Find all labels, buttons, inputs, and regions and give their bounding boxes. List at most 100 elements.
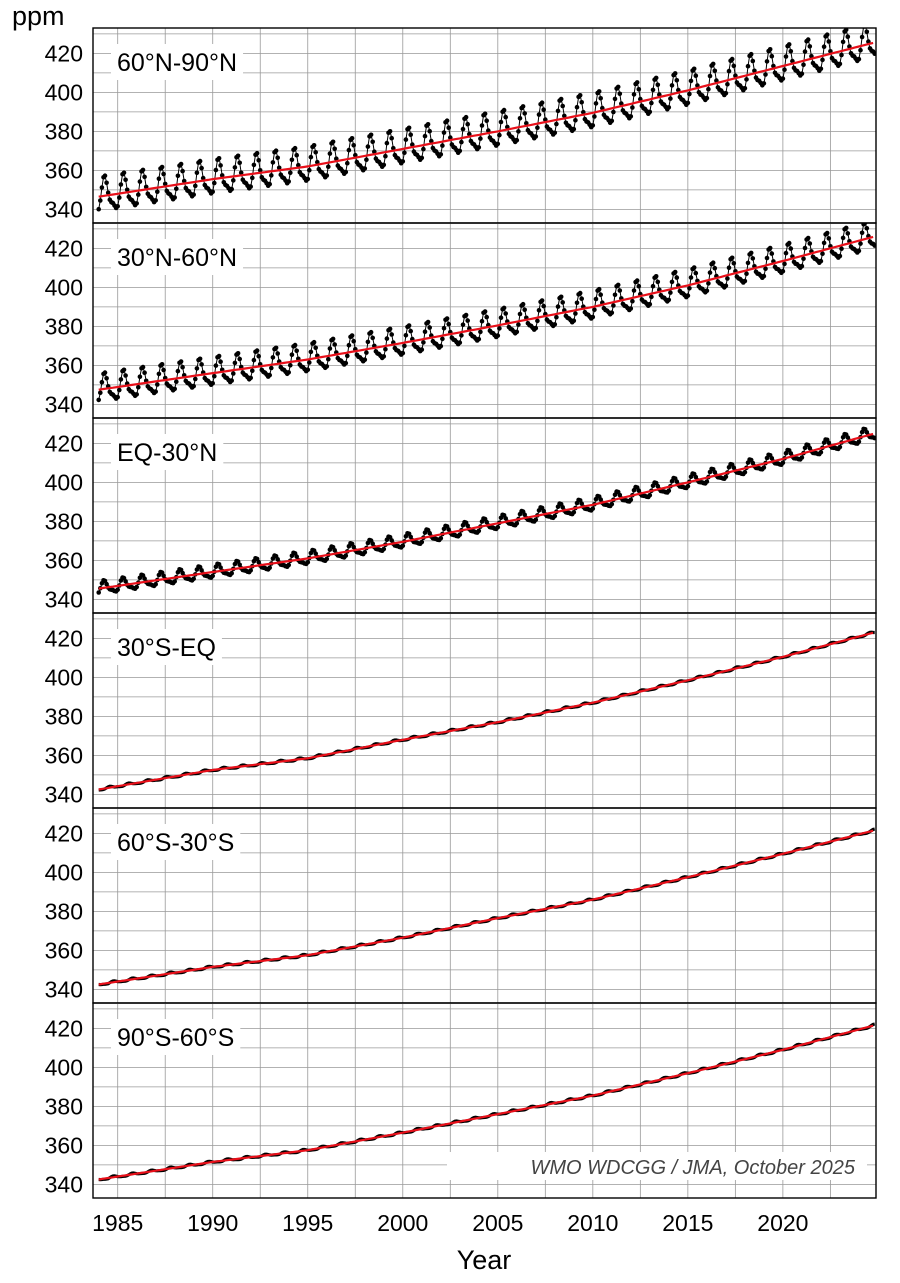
monthly-point bbox=[872, 435, 876, 441]
monthly-point bbox=[191, 576, 196, 581]
monthly-point bbox=[180, 168, 185, 174]
monthly-point bbox=[368, 132, 374, 138]
monthly-point bbox=[666, 297, 672, 303]
monthly-point bbox=[368, 329, 374, 335]
monthly-point bbox=[560, 300, 565, 305]
monthly-point bbox=[706, 281, 711, 286]
monthly-point bbox=[574, 300, 580, 306]
monthly-point bbox=[305, 176, 311, 182]
monthly-point bbox=[232, 360, 238, 366]
monthly-point bbox=[571, 318, 577, 324]
monthly-point bbox=[710, 61, 716, 67]
monthly-point bbox=[505, 124, 510, 130]
monthly-point bbox=[162, 181, 168, 187]
monthly-point bbox=[305, 367, 311, 373]
monthly-point bbox=[630, 105, 635, 110]
monthly-point bbox=[159, 362, 165, 367]
monthly-point bbox=[669, 279, 675, 285]
monthly-point bbox=[441, 325, 447, 331]
panel-4: 340 360 380 400 420 60°S-30°S bbox=[45, 807, 877, 1004]
monthly-point bbox=[403, 137, 409, 142]
monthly-point bbox=[286, 179, 292, 184]
monthly-point bbox=[554, 121, 559, 127]
monthly-point bbox=[535, 318, 540, 324]
monthly-point bbox=[216, 156, 222, 161]
monthly-point bbox=[400, 159, 406, 164]
monthly-point bbox=[653, 75, 659, 81]
monthly-point bbox=[422, 133, 428, 139]
monthly-point bbox=[115, 204, 120, 209]
monthly-point bbox=[672, 269, 678, 275]
monthly-point bbox=[786, 42, 792, 47]
monthly-point bbox=[178, 359, 184, 364]
trend-line bbox=[98, 41, 874, 198]
monthly-point bbox=[142, 174, 147, 180]
monthly-point bbox=[422, 329, 428, 335]
monthly-point bbox=[579, 296, 584, 302]
monthly-point bbox=[229, 378, 234, 383]
monthly-point bbox=[725, 82, 730, 87]
monthly-point bbox=[864, 29, 870, 35]
y-tick-label: 340 bbox=[45, 1171, 83, 1197]
monthly-point bbox=[552, 322, 558, 327]
monthly-point bbox=[326, 356, 331, 362]
y-tick-label: 400 bbox=[45, 274, 83, 300]
monthly-point bbox=[668, 96, 673, 101]
monthly-point bbox=[406, 125, 412, 131]
y-tick-label: 380 bbox=[45, 313, 83, 339]
monthly-point bbox=[123, 177, 128, 183]
monthly-point bbox=[824, 32, 830, 37]
monthly-point bbox=[289, 352, 295, 358]
monthly-point bbox=[194, 170, 200, 176]
monthly-point bbox=[805, 235, 811, 241]
monthly-point bbox=[305, 560, 311, 565]
monthly-point bbox=[476, 528, 482, 534]
monthly-point bbox=[655, 279, 661, 285]
monthly-point bbox=[199, 165, 204, 171]
y-tick-label: 420 bbox=[45, 1015, 83, 1041]
monthly-point bbox=[843, 28, 849, 33]
y-tick-label: 340 bbox=[45, 586, 83, 612]
monthly-point bbox=[213, 167, 219, 173]
monthly-point bbox=[498, 119, 504, 125]
monthly-point bbox=[611, 303, 616, 308]
monthly-point bbox=[598, 292, 603, 298]
monthly-point bbox=[710, 260, 716, 266]
monthly-point bbox=[748, 51, 754, 57]
monthly-point bbox=[704, 479, 710, 484]
monthly-point bbox=[270, 355, 276, 360]
x-tick-label: 2020 bbox=[757, 1210, 808, 1236]
monthly-point bbox=[324, 556, 330, 562]
monthly-point bbox=[212, 180, 217, 186]
monthly-point bbox=[617, 288, 623, 293]
monthly-point bbox=[292, 342, 298, 348]
monthly-point bbox=[555, 304, 561, 309]
monthly-point bbox=[558, 294, 564, 300]
monthly-point bbox=[516, 129, 521, 134]
monthly-point bbox=[136, 192, 141, 197]
monthly-point bbox=[839, 52, 844, 58]
monthly-point bbox=[479, 318, 485, 324]
monthly-point bbox=[96, 206, 101, 212]
monthly-point bbox=[617, 91, 623, 97]
monthly-point bbox=[425, 319, 431, 325]
monthly-point bbox=[273, 345, 279, 351]
monthly-point bbox=[573, 118, 578, 123]
panel-grid bbox=[93, 613, 876, 808]
monthly-point bbox=[383, 347, 388, 352]
monthly-point bbox=[761, 81, 767, 86]
y-axis-unit-label: ppm bbox=[12, 1, 65, 31]
monthly-point bbox=[459, 333, 464, 338]
monthly-point bbox=[577, 290, 583, 296]
monthly-point bbox=[872, 51, 876, 56]
monthly-point bbox=[444, 118, 450, 123]
monthly-point bbox=[197, 356, 203, 362]
monthly-point bbox=[723, 474, 729, 480]
monthly-point bbox=[238, 170, 244, 176]
monthly-point bbox=[706, 86, 711, 92]
monthly-point bbox=[441, 130, 447, 135]
monthly-point bbox=[818, 258, 824, 264]
trend-line bbox=[98, 235, 874, 391]
monthly-point bbox=[801, 62, 806, 68]
monthly-point bbox=[522, 111, 527, 116]
